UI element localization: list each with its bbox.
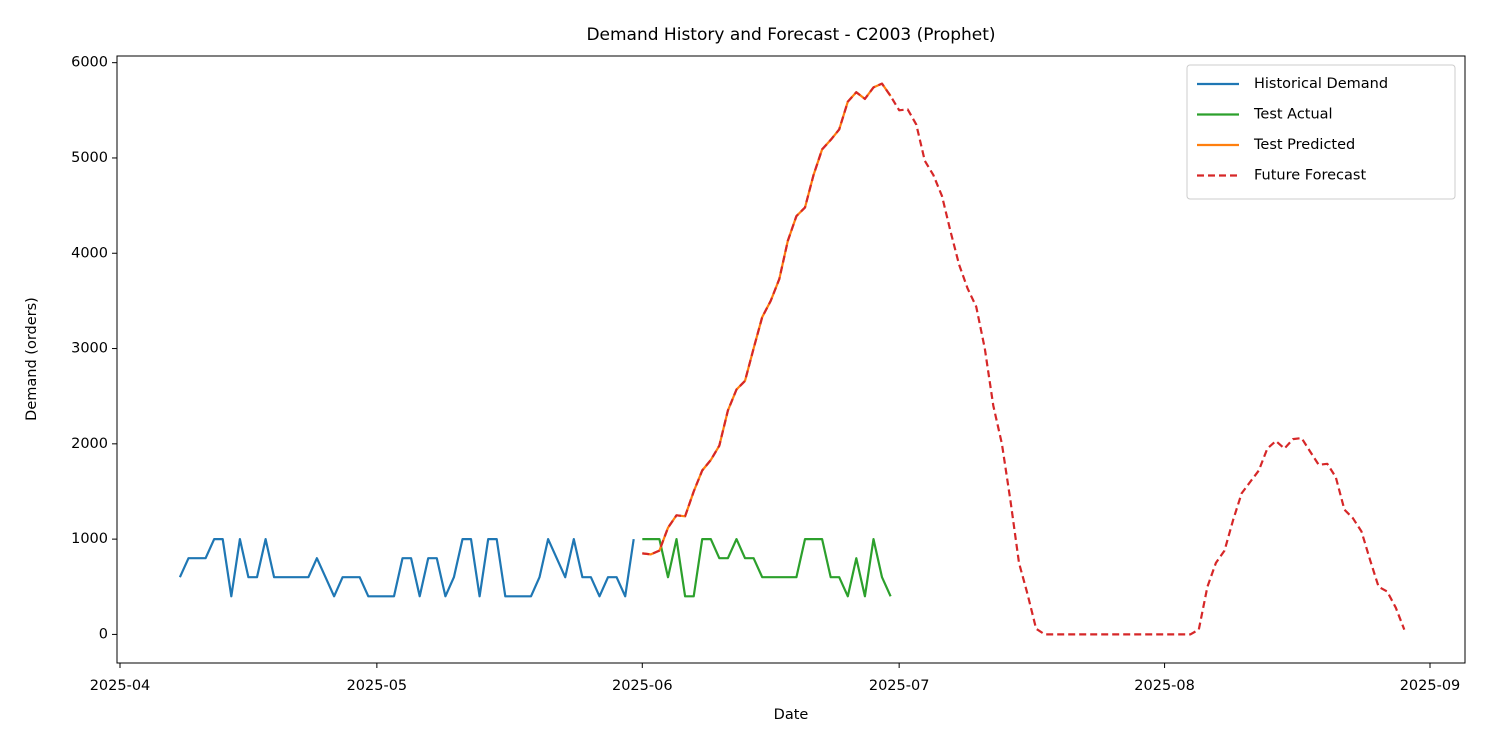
y-tick-label: 5000 xyxy=(71,150,108,166)
x-tick-label: 2025-08 xyxy=(1134,678,1195,694)
y-tick-label: 0 xyxy=(99,626,108,642)
x-tick-label: 2025-09 xyxy=(1400,678,1461,694)
x-tick-label: 2025-07 xyxy=(869,678,930,694)
legend-label: Test Actual xyxy=(1253,107,1333,123)
y-tick-label: 6000 xyxy=(71,55,108,71)
legend-label: Historical Demand xyxy=(1254,76,1388,92)
legend-box xyxy=(1186,64,1456,200)
chart-title: Demand History and Forecast - C2003 (Pro… xyxy=(586,25,995,45)
x-tick-label: 2025-06 xyxy=(612,678,673,694)
y-tick-label: 1000 xyxy=(71,531,108,547)
legend-label: Test Predicted xyxy=(1253,137,1355,153)
y-tick-label: 4000 xyxy=(71,245,108,261)
series-line xyxy=(642,82,1406,636)
x-axis-label: Date xyxy=(774,707,809,723)
y-tick-label: 2000 xyxy=(71,436,108,452)
y-tick-label: 3000 xyxy=(71,341,108,357)
x-tick-label: 2025-04 xyxy=(90,678,151,694)
series-line xyxy=(642,538,892,598)
series-line xyxy=(178,538,635,598)
x-tick-label: 2025-05 xyxy=(347,678,408,694)
y-axis-label: Demand (orders) xyxy=(24,297,40,421)
legend-label: Future Forecast xyxy=(1254,168,1366,184)
plot-frame xyxy=(116,55,1466,664)
